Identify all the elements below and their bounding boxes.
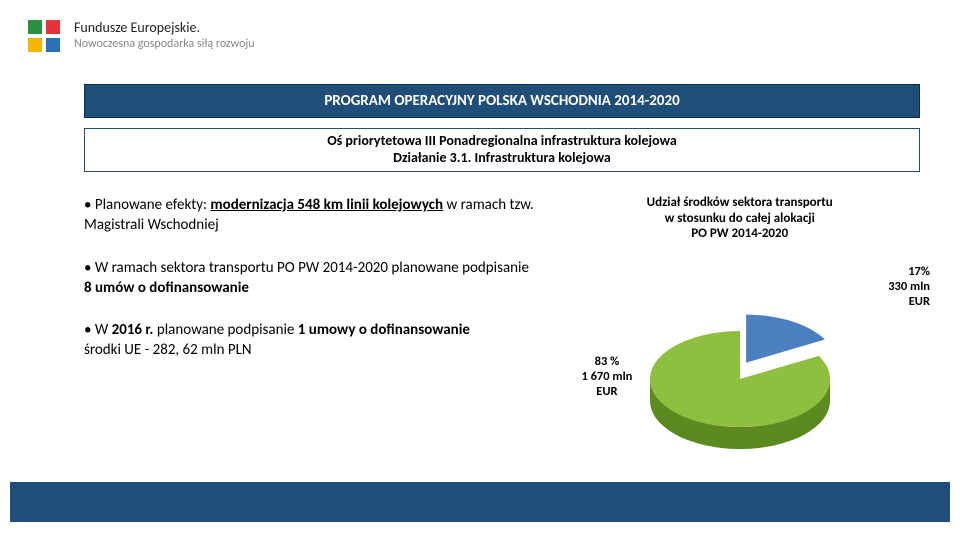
header-logo: Fundusze Europejskie. Nowoczesna gospoda… xyxy=(24,16,255,56)
logo-text: Fundusze Europejskie. Nowoczesna gospoda… xyxy=(74,20,255,51)
footer-bar xyxy=(10,482,950,522)
chart-title-l1: Udział środków sektora transportu xyxy=(647,195,833,210)
b1-bold: modernizacja 548 km linii kolejowych xyxy=(210,196,443,214)
b3-post: środki UE - 282, 62 mln PLN xyxy=(84,341,252,359)
sl1-l1: 17% xyxy=(908,264,930,279)
sl1-l3: EUR xyxy=(909,294,930,309)
b3-bold1: 2016 r. xyxy=(112,321,154,339)
b2-bold: 8 umów o dofinansowanie xyxy=(84,279,249,297)
logo-line1: Fundusze Europejskie. xyxy=(74,20,255,37)
title-bar: PROGRAM OPERACYJNY POLSKA WSCHODNIA 2014… xyxy=(84,84,920,118)
sub-bar-line2: Działanie 3.1. Infrastruktura kolejowa xyxy=(393,150,611,167)
b3-pre1: • W xyxy=(84,321,112,339)
bullets-column: • Planowane efekty: modernizacja 548 km … xyxy=(84,195,539,460)
b3-mid: planowane podpisanie xyxy=(153,321,297,339)
chart-title: Udział środków sektora transportu w stos… xyxy=(559,195,920,242)
pie-3d xyxy=(630,305,850,455)
chart-title-l3: PO PW 2014-2020 xyxy=(691,226,788,241)
fundusze-logo-icon xyxy=(24,16,64,56)
b2-pre: • W ramach sektora transportu PO PW 2014… xyxy=(84,259,529,277)
chart-column: Udział środków sektora transportu w stos… xyxy=(559,195,920,460)
title-bar-text: PROGRAM OPERACYJNY POLSKA WSCHODNIA 2014… xyxy=(324,92,679,110)
bullet-1: • Planowane efekty: modernizacja 548 km … xyxy=(84,195,539,236)
bullet-3: • W 2016 r. planowane podpisanie 1 umowy… xyxy=(84,320,539,361)
bullet-2: • W ramach sektora transportu PO PW 2014… xyxy=(84,258,539,299)
sl1-l2: 330 mln xyxy=(888,279,930,294)
sl0-l3: EUR xyxy=(596,384,617,399)
sl0-l1: 83 % xyxy=(595,354,620,369)
chart-area: 17% 330 mln EUR 83 % 1 670 mln EUR xyxy=(559,250,920,460)
content-row: • Planowane efekty: modernizacja 548 km … xyxy=(84,195,920,460)
sub-bar: Oś priorytetowa III Ponadregionalna infr… xyxy=(84,128,920,172)
pie-svg xyxy=(630,305,850,465)
sl0-l2: 1 670 mln xyxy=(581,369,632,384)
slice-label-83: 83 % 1 670 mln EUR xyxy=(581,354,632,399)
logo-line2: Nowoczesna gospodarka siłą rozwoju xyxy=(74,37,255,51)
sub-bar-line1: Oś priorytetowa III Ponadregionalna infr… xyxy=(327,133,677,150)
b3-bold2: 1 umowy o dofinansowanie xyxy=(298,321,470,339)
slice-label-17: 17% 330 mln EUR xyxy=(888,264,930,309)
b1-pre: • Planowane efekty: xyxy=(84,196,210,214)
chart-title-l2: w stosunku do całej alokacji xyxy=(665,211,815,226)
